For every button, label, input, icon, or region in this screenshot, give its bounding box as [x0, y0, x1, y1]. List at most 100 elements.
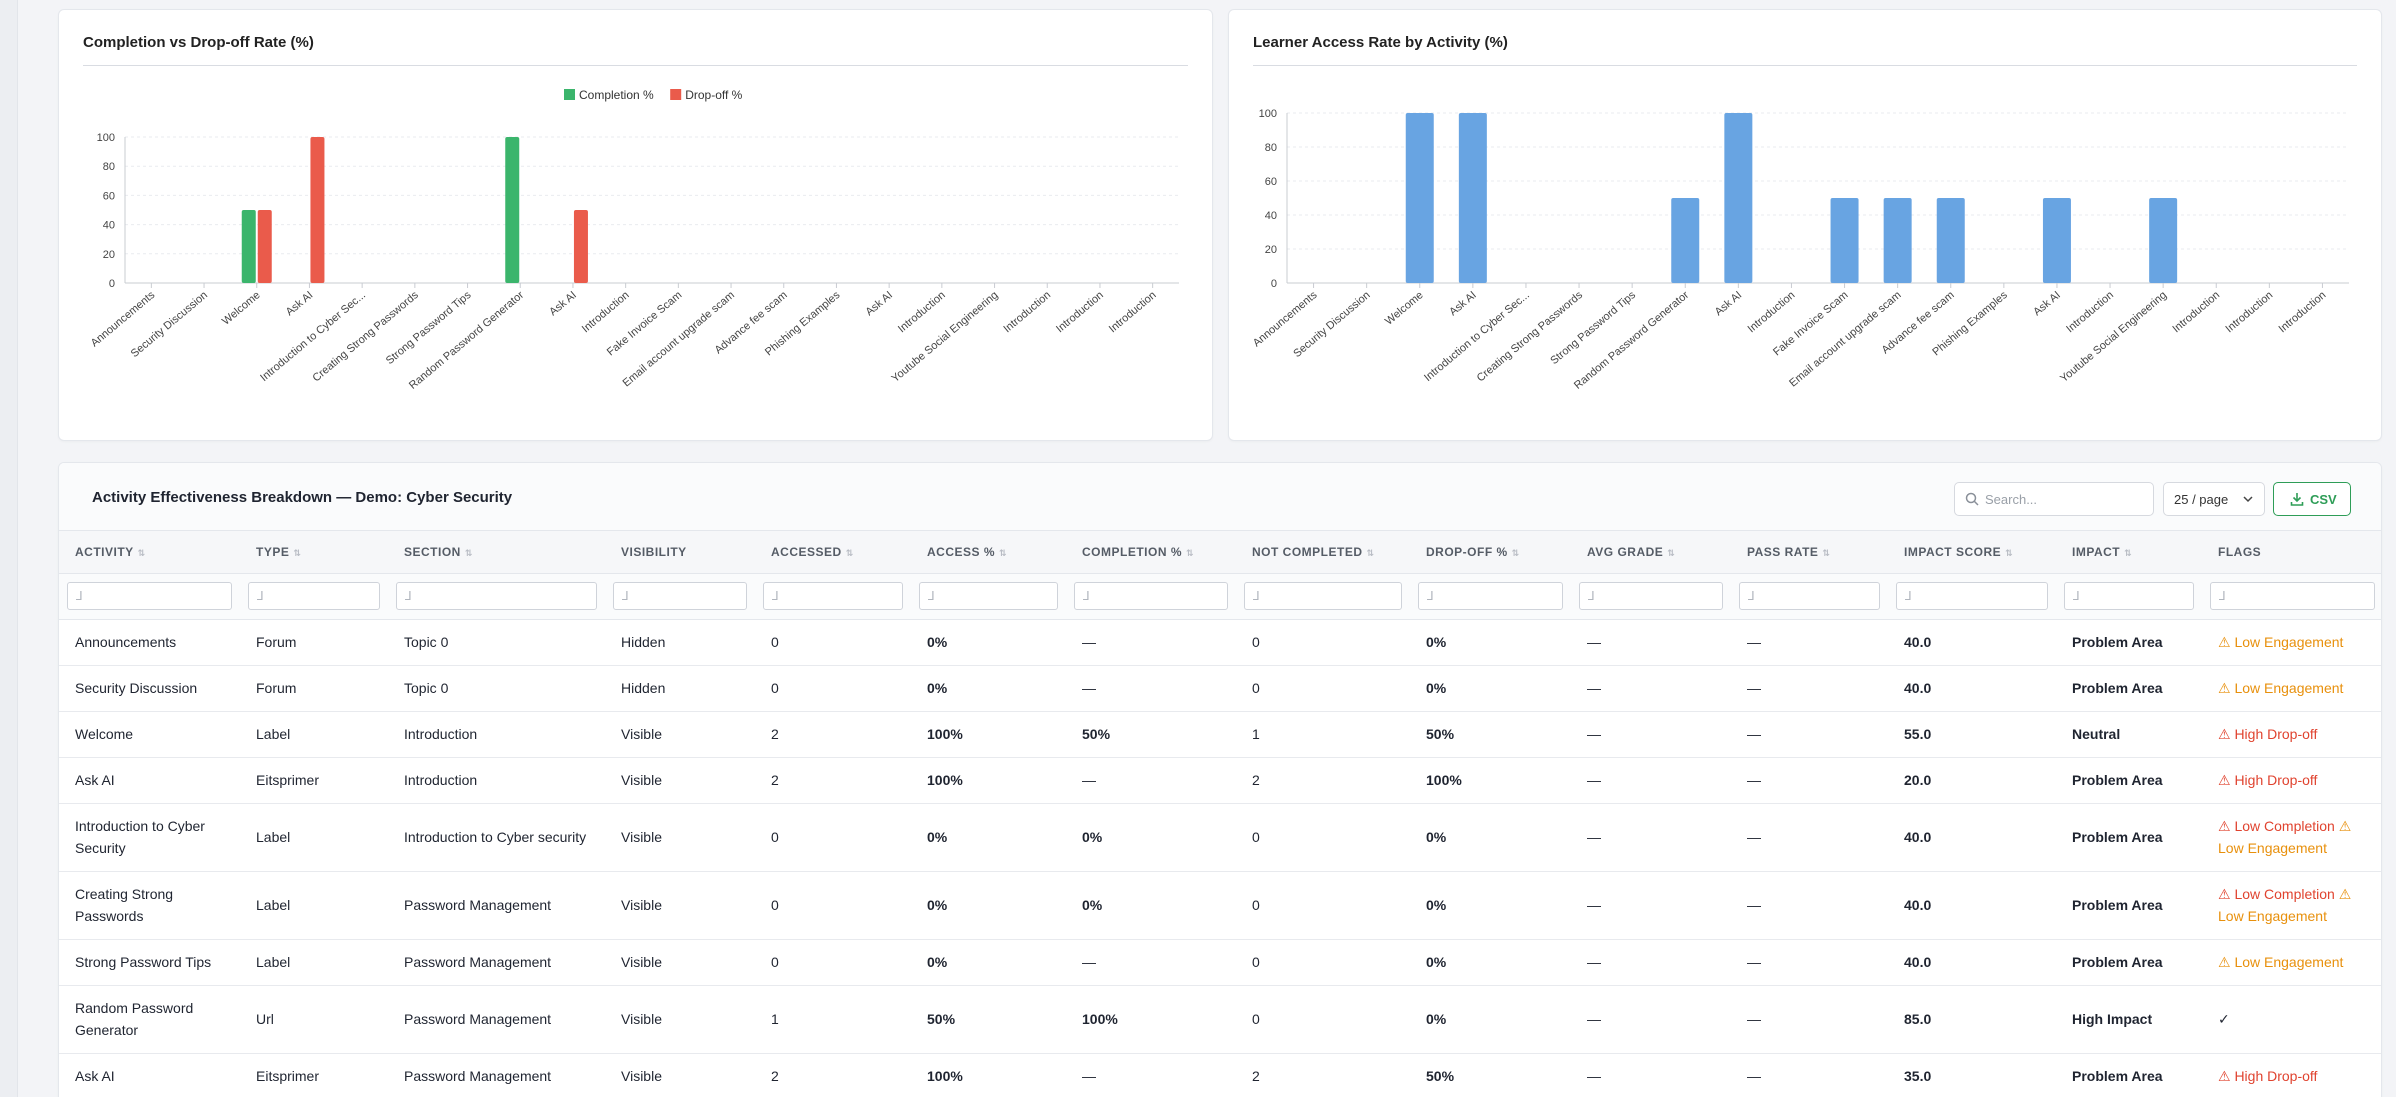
filter-cell	[388, 573, 605, 620]
table-row[interactable]: Random Password Generator Url Password Man…	[59, 985, 2381, 1054]
sort-icon[interactable]: ⇅	[293, 547, 302, 558]
accessed-cell: 0	[755, 871, 911, 940]
sort-icon[interactable]: ⇅	[1822, 547, 1831, 558]
avg-grade-cell: —	[1571, 757, 1731, 804]
sort-icon[interactable]: ⇅	[2005, 547, 2014, 558]
column-header-flags: FLAGS	[2202, 531, 2381, 574]
bar[interactable]	[1883, 198, 1912, 283]
filter-cell	[1066, 573, 1236, 620]
column-header-activity[interactable]: ACTIVITY ⇅	[59, 531, 240, 574]
bar[interactable]	[1830, 198, 1859, 283]
x-tick-label: Youtube Social Engineering	[2058, 289, 2169, 385]
sort-icon[interactable]: ⇅	[137, 547, 146, 558]
column-header-accessed[interactable]: ACCESSED ⇅	[755, 531, 911, 574]
column-filter-input[interactable]	[1418, 582, 1563, 610]
y-tick-label: 100	[97, 132, 115, 144]
bar[interactable]	[1458, 113, 1487, 283]
access-pct-cell: 50%	[911, 985, 1066, 1054]
bar[interactable]	[310, 137, 325, 283]
pass-rate-cell: —	[1731, 871, 1888, 940]
sort-icon[interactable]: ⇅	[999, 547, 1008, 558]
not-completed-cell: 2	[1236, 757, 1410, 804]
column-filter-input[interactable]	[248, 582, 380, 610]
column-header-not-completed[interactable]: NOT COMPLETED ⇅	[1236, 531, 1410, 574]
column-filter-input[interactable]	[1896, 582, 2048, 610]
x-tick-label: Ask AI	[284, 289, 316, 318]
column-filter-input[interactable]	[763, 582, 903, 610]
bar[interactable]	[1724, 113, 1753, 283]
table-row[interactable]: Strong Password Tips Label Password Manage…	[59, 939, 2381, 986]
table-row[interactable]: Ask AI Eitsprimer Introduction Visible 2 100%…	[59, 757, 2381, 804]
impact-score-cell: 40.0	[1888, 939, 2056, 986]
avg-grade-cell: —	[1571, 711, 1731, 758]
impact-score-cell: 85.0	[1888, 985, 2056, 1054]
csv-export-button[interactable]: CSV	[2273, 482, 2351, 516]
column-filter-input[interactable]	[1739, 582, 1880, 610]
column-filter-input[interactable]	[67, 582, 232, 610]
sort-icon[interactable]: ⇅	[1186, 547, 1195, 558]
flag-badge: ⚠ High Drop-off	[2218, 772, 2318, 788]
completion-pct-cell: —	[1066, 939, 1236, 986]
column-header-impact[interactable]: IMPACT ⇅	[2056, 531, 2202, 574]
flags-cell: ⚠ Low Engagement	[2202, 939, 2381, 986]
column-header-impact-score[interactable]: IMPACT SCORE ⇅	[1888, 531, 2056, 574]
x-tick-label: Introduction	[2170, 289, 2222, 335]
bar[interactable]	[2149, 198, 2178, 283]
column-filter-input[interactable]	[1579, 582, 1723, 610]
x-tick-label: Introduction	[580, 289, 632, 335]
sort-icon[interactable]: ⇅	[1511, 547, 1520, 558]
bar[interactable]	[505, 137, 520, 283]
bar[interactable]	[573, 210, 588, 283]
bar[interactable]	[2042, 198, 2071, 283]
column-label: VISIBILITY	[621, 544, 687, 559]
activity-cell: Random Password Generator	[59, 985, 240, 1054]
table-row[interactable]: Creating Strong Passwords Label Password M…	[59, 871, 2381, 940]
impact-score-cell: 40.0	[1888, 619, 2056, 666]
sort-icon[interactable]: ⇅	[1667, 547, 1676, 558]
column-header-drop-off[interactable]: DROP-OFF % ⇅	[1410, 531, 1571, 574]
y-tick-label: 20	[1265, 244, 1277, 256]
column-header-completion[interactable]: COMPLETION % ⇅	[1066, 531, 1236, 574]
legend-label[interactable]: Drop-off %	[685, 88, 742, 102]
bar[interactable]	[241, 210, 256, 283]
column-filter-input[interactable]	[396, 582, 597, 610]
impact-score-cell: 55.0	[1888, 711, 2056, 758]
accessed-cell: 1	[755, 985, 911, 1054]
column-header-pass-rate[interactable]: PASS RATE ⇅	[1731, 531, 1888, 574]
search-input[interactable]	[1985, 489, 2145, 509]
table-row[interactable]: Security Discussion Forum Topic 0 Hidden 0 0%…	[59, 665, 2381, 712]
impact-cell: Problem Area	[2056, 1053, 2202, 1097]
sort-icon[interactable]: ⇅	[845, 547, 854, 558]
column-header-section[interactable]: SECTION ⇅	[388, 531, 605, 574]
column-header-avg-grade[interactable]: AVG GRADE ⇅	[1571, 531, 1731, 574]
access-pct-cell: 0%	[911, 665, 1066, 712]
sort-icon[interactable]: ⇅	[1366, 547, 1375, 558]
bar[interactable]	[257, 210, 272, 283]
access-pct-cell: 100%	[911, 757, 1066, 804]
search-box[interactable]	[1954, 482, 2154, 516]
column-filter-input[interactable]	[2064, 582, 2194, 610]
legend-label[interactable]: Completion %	[579, 88, 654, 102]
avg-grade-cell: —	[1571, 803, 1731, 872]
bar[interactable]	[1936, 198, 1965, 283]
table-row[interactable]: Ask AI Eitsprimer Password Management Visib…	[59, 1053, 2381, 1097]
table-row[interactable]: Introduction to Cyber Security Label Intro…	[59, 803, 2381, 872]
column-filter-input[interactable]	[2210, 582, 2375, 610]
column-header-type[interactable]: TYPE ⇅	[240, 531, 388, 574]
avg-grade-cell: —	[1571, 1053, 1731, 1097]
column-filter-input[interactable]	[613, 582, 747, 610]
bar[interactable]	[1671, 198, 1700, 283]
per-page-select[interactable]: 25 / page	[2163, 482, 2265, 516]
column-filter-input[interactable]	[1074, 582, 1228, 610]
per-page-value: 25 / page	[2174, 492, 2229, 507]
column-filter-input[interactable]	[1244, 582, 1402, 610]
column-header-access[interactable]: ACCESS % ⇅	[911, 531, 1066, 574]
x-tick-label: Ask AI	[2031, 289, 2063, 318]
column-filter-input[interactable]	[919, 582, 1058, 610]
sort-icon[interactable]: ⇅	[2124, 547, 2133, 558]
table-row[interactable]: Announcements Forum Topic 0 Hidden 0 0% —0 0% — —…	[59, 619, 2381, 666]
sort-icon[interactable]: ⇅	[464, 547, 473, 558]
type-cell: Label	[240, 803, 388, 872]
table-row[interactable]: Welcome Label Introduction Visible 2 100% 50% 1…	[59, 711, 2381, 758]
bar[interactable]	[1405, 113, 1434, 283]
